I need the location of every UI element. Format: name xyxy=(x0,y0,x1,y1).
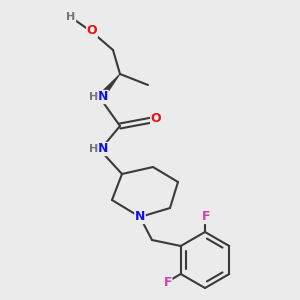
Text: H: H xyxy=(89,144,99,154)
Text: N: N xyxy=(98,91,108,103)
Text: O: O xyxy=(151,112,161,125)
Text: N: N xyxy=(135,211,145,224)
Text: H: H xyxy=(66,12,76,22)
Text: F: F xyxy=(164,275,172,289)
Text: O: O xyxy=(87,25,97,38)
Text: H: H xyxy=(89,92,99,102)
Polygon shape xyxy=(97,74,120,100)
Text: F: F xyxy=(202,211,210,224)
Text: N: N xyxy=(98,142,108,155)
